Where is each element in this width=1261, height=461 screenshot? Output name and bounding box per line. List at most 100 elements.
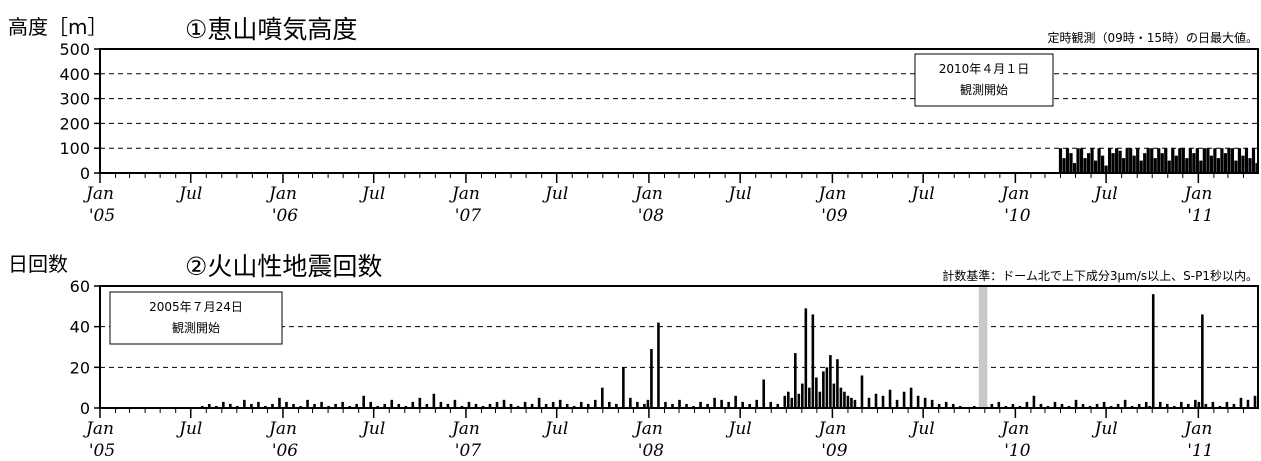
bar (1122, 158, 1126, 173)
bar (1053, 401, 1057, 408)
bar (236, 405, 239, 408)
bar (586, 403, 590, 408)
annotation-frame (914, 53, 1054, 107)
x-tick-year-label: '10 (1004, 206, 1030, 226)
bar (1246, 399, 1250, 408)
bar (376, 405, 380, 408)
x-tick-label: Jul (909, 184, 935, 204)
bar (1187, 403, 1190, 408)
x-tick-label: Jan (266, 184, 297, 204)
bar (1095, 403, 1099, 408)
y-axis-label: 日回数 (8, 252, 68, 276)
bar (1123, 399, 1127, 408)
bar (1136, 148, 1140, 173)
x-tick-label: Jul (176, 184, 202, 204)
bar (1195, 148, 1199, 173)
annotation-line-2: 観測開始 (960, 83, 1008, 97)
bar (930, 399, 934, 408)
bar (786, 391, 790, 408)
bar (1204, 403, 1208, 408)
bar (843, 391, 846, 408)
bar (829, 355, 832, 408)
bar (1237, 148, 1242, 173)
bar (853, 399, 857, 408)
x-tick-year-label: '09 (821, 441, 847, 461)
bar (1065, 148, 1070, 173)
bar (313, 403, 316, 408)
bar (650, 349, 653, 408)
x-tick-label: Jan (83, 184, 114, 204)
x-tick-label: Jan (998, 184, 1029, 204)
bar (1076, 148, 1080, 173)
bar (1093, 160, 1098, 173)
bar (1218, 405, 1222, 408)
bar (881, 395, 885, 408)
bar (916, 395, 920, 408)
data-bars (1058, 148, 1259, 173)
bar (1148, 405, 1152, 408)
bar (439, 401, 443, 408)
chart-title: ②火山性地震回数 (185, 252, 382, 281)
bar (1102, 401, 1106, 408)
bar (1213, 148, 1217, 173)
bar (1211, 401, 1215, 408)
bar (369, 401, 373, 408)
bar (215, 405, 218, 408)
x-tick-year-label: '09 (821, 206, 847, 226)
bar (488, 403, 492, 408)
annotation-box: 2010年４月１日 観測開始 (914, 53, 1054, 107)
bar (530, 403, 534, 408)
bar (1225, 401, 1229, 408)
bar (1202, 148, 1206, 173)
bar (1185, 158, 1189, 173)
bar (243, 399, 246, 408)
bar (502, 399, 506, 408)
bar (1046, 405, 1050, 408)
bar (418, 397, 422, 408)
bar (348, 405, 351, 408)
bar (643, 403, 646, 408)
y-tick-label: 60 (70, 277, 90, 296)
bar (1150, 148, 1154, 173)
bar (815, 377, 818, 408)
bar (1004, 405, 1008, 408)
chart-note: 定時観測（09時・15時）の日最大値。 (1047, 30, 1258, 45)
x-tick-year-label: '11 (1187, 441, 1213, 461)
x-tick-year-label: '06 (272, 441, 298, 461)
bar (811, 314, 815, 408)
bar (692, 405, 695, 408)
bar (1157, 148, 1161, 173)
bar (1180, 401, 1183, 408)
bar (271, 403, 274, 408)
annotation-line-2: 観測開始 (172, 321, 220, 335)
x-tick-label: Jul (542, 419, 568, 439)
x-tick-label: Jul (542, 184, 568, 204)
bar (1100, 155, 1105, 173)
bar (601, 387, 604, 408)
x-tick-label: Jul (726, 184, 752, 204)
bar (1086, 153, 1091, 173)
chart-panel-earthquake-count: 日回数 ②火山性地震回数 計数基準：ドーム北で上下成分3μm/s以上、S-P1秒… (8, 252, 1259, 461)
bar (797, 393, 801, 408)
bar (1244, 148, 1249, 173)
bar (1178, 148, 1182, 173)
bar (839, 387, 843, 408)
bar (579, 401, 583, 408)
bar (207, 403, 211, 408)
annotation-line-1: 2005年７月24日 (149, 300, 243, 314)
bar (1234, 160, 1238, 173)
bar (997, 401, 1001, 408)
x-tick-label: Jan (1181, 184, 1212, 204)
bar (678, 399, 681, 408)
grid-lines (100, 326, 1258, 368)
annotation-box: 2005年７月24日 観測開始 (109, 291, 283, 345)
bar (264, 405, 267, 408)
bar (1206, 148, 1210, 173)
bar (1153, 158, 1157, 173)
x-tick-label: Jul (1092, 419, 1118, 439)
bar (1074, 399, 1078, 408)
bar (762, 379, 766, 408)
bar (355, 403, 358, 408)
bar (1083, 158, 1087, 173)
